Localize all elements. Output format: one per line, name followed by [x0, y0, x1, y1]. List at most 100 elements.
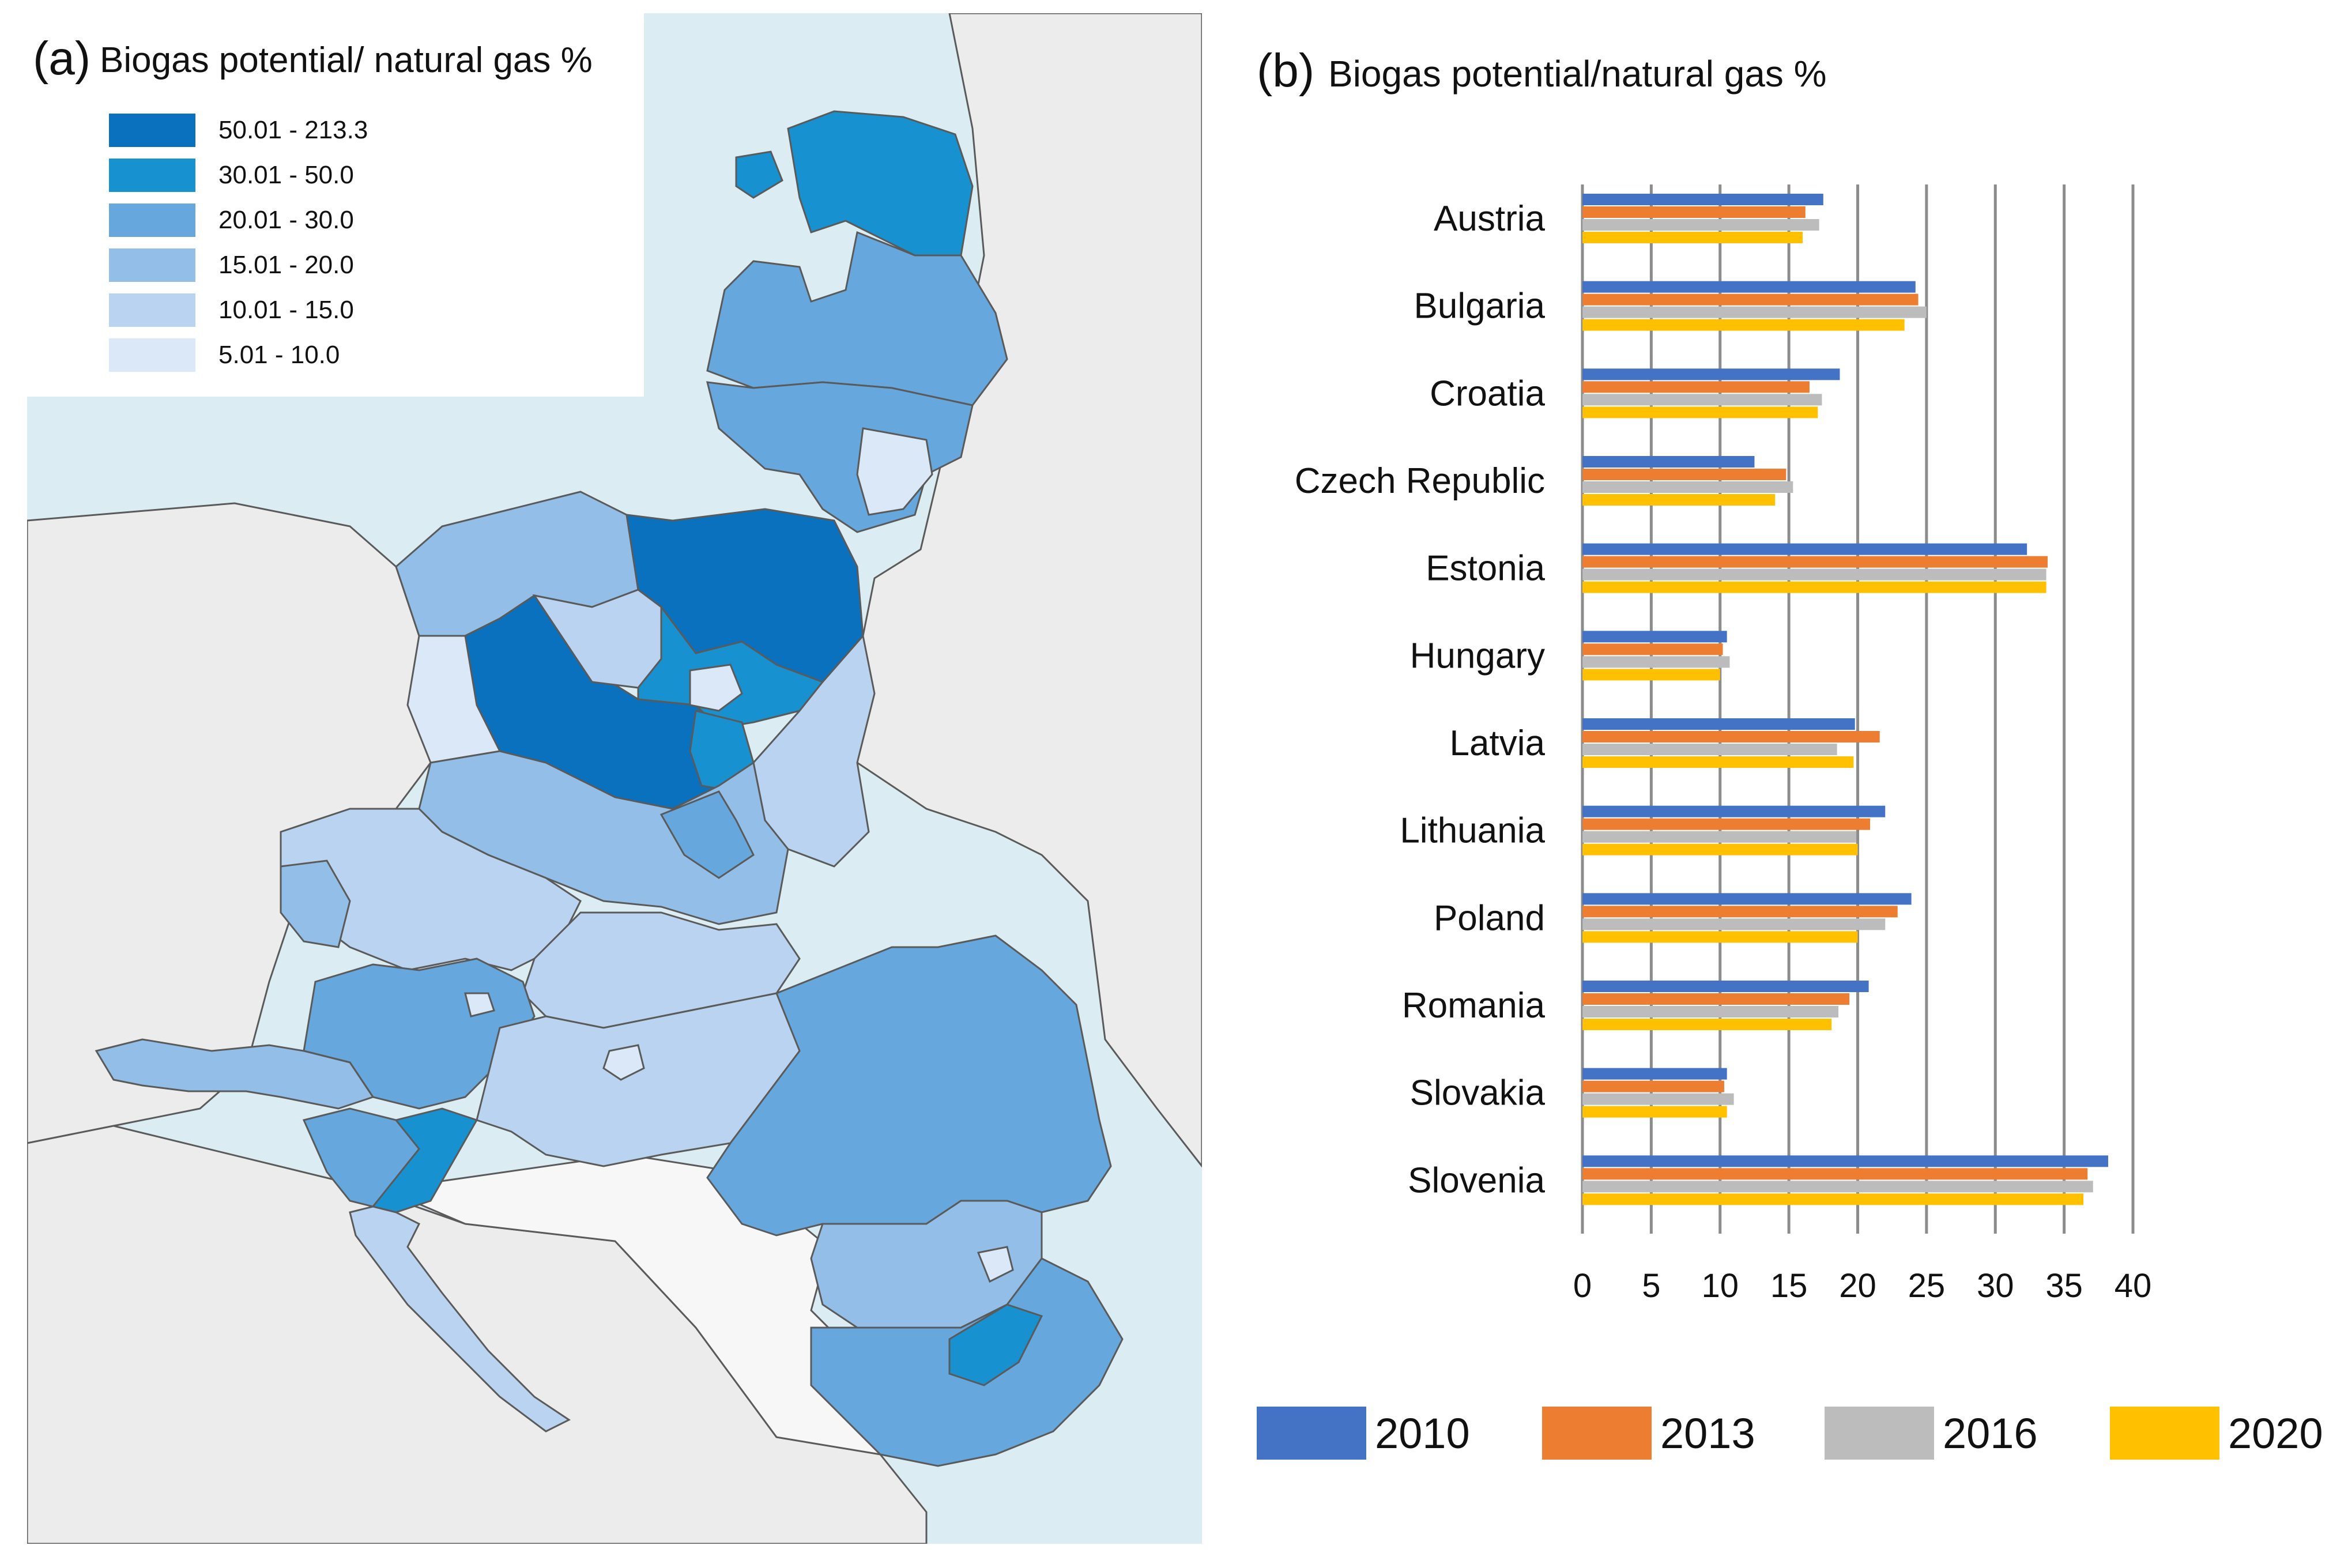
- legend-label: 30.01 - 50.0: [218, 161, 354, 189]
- bar: [1582, 394, 1822, 406]
- legend-swatch: [1825, 1407, 1934, 1460]
- category-label: Austria: [1434, 199, 1545, 239]
- bar: [1582, 581, 2046, 593]
- category-label: Lithuania: [1400, 811, 1545, 851]
- bar-chart: (b) Biogas potential/natural gas % Austr…: [1257, 44, 2323, 1460]
- bar: [1582, 456, 1755, 468]
- x-tick-label: 0: [1573, 1267, 1592, 1305]
- x-tick-label: 30: [1977, 1267, 2014, 1305]
- bar: [1582, 1168, 2088, 1180]
- bar: [1582, 669, 1720, 681]
- legend-swatch: [2110, 1407, 2219, 1460]
- legend-label: 10.01 - 15.0: [218, 296, 354, 324]
- map-legend: (a) Biogas potential/ natural gas % 50.0…: [27, 13, 644, 397]
- x-tick-label: 40: [2115, 1267, 2152, 1305]
- map-lithuania-east: [856, 427, 933, 516]
- map-panel-title: Biogas potential/ natural gas %: [100, 40, 593, 80]
- category-label: Croatia: [1430, 374, 1545, 413]
- bar: [1582, 481, 1793, 493]
- bar: [1582, 1155, 2109, 1167]
- bar: [1582, 381, 1810, 393]
- bar: [1582, 368, 1840, 380]
- map-poland-east: [752, 634, 876, 868]
- bar: [1582, 831, 1857, 843]
- bar: [1582, 756, 1854, 768]
- bar: [1582, 1006, 1839, 1017]
- bar: [1582, 232, 1803, 243]
- chart-category-labels: Austria Bulgaria Croatia Czech Republic Esto…: [1295, 199, 1546, 1200]
- legend-swatch: [109, 114, 195, 147]
- bar: [1582, 993, 1850, 1005]
- category-label: Hungary: [1410, 636, 1545, 676]
- category-label: Poland: [1434, 898, 1545, 938]
- legend-label: 2010: [1375, 1409, 1470, 1457]
- legend-swatch: [109, 203, 195, 237]
- bar: [1582, 1019, 1832, 1030]
- chart-panel-letter: (b): [1257, 44, 1314, 97]
- chart-bars: [1582, 194, 2109, 1205]
- legend-swatch: [109, 293, 195, 327]
- legend-label: 15.01 - 20.0: [218, 251, 354, 279]
- map-poland-warsaw: [689, 664, 743, 712]
- chart-title: Biogas potential/natural gas %: [1328, 53, 1827, 95]
- chart-grid: [1581, 184, 2135, 1234]
- map-romania-pale: [977, 1246, 1014, 1283]
- legend-label: 20.01 - 30.0: [218, 206, 354, 234]
- map-slovenia-east: [371, 1107, 478, 1213]
- bar: [1582, 893, 1912, 905]
- legend-swatch: [1257, 1407, 1366, 1460]
- chart-legend: 2010 2013 2016 2020: [1257, 1407, 2323, 1460]
- legend-label: 2013: [1660, 1409, 1755, 1457]
- legend-swatch: [109, 338, 195, 372]
- bar: [1582, 219, 1819, 231]
- map-panel: (a) Biogas potential/ natural gas % 50.0…: [27, 13, 1202, 1544]
- map-poland-southeast: [659, 790, 755, 879]
- bar: [1582, 744, 1837, 755]
- bar: [1582, 306, 1927, 318]
- legend-label: 5.01 - 10.0: [218, 341, 340, 369]
- bar: [1582, 931, 1858, 943]
- map-hungary-budapest: [602, 1044, 645, 1081]
- bar: [1582, 981, 1869, 992]
- bar: [1582, 656, 1730, 668]
- category-label: Estonia: [1426, 549, 1545, 589]
- map-romania-bucharest-region: [948, 1303, 1043, 1386]
- legend-label: 50.01 - 213.3: [218, 116, 368, 144]
- x-tick-label: 10: [1701, 1267, 1739, 1305]
- bar: [1582, 1193, 2084, 1205]
- bar: [1582, 543, 2027, 555]
- bar: [1582, 293, 1919, 306]
- bar: [1582, 319, 1905, 331]
- bar: [1582, 1080, 1724, 1092]
- x-tick-label: 35: [2045, 1267, 2083, 1305]
- bar: [1582, 631, 1727, 643]
- bar: [1582, 818, 1870, 830]
- x-tick-label: 5: [1642, 1267, 1660, 1305]
- bar: [1582, 1106, 1727, 1118]
- legend-swatch: [109, 248, 195, 282]
- bar: [1582, 731, 1880, 742]
- bar: [1582, 1068, 1727, 1080]
- category-label: Slovenia: [1408, 1160, 1545, 1200]
- x-tick-label: 15: [1770, 1267, 1808, 1305]
- bar: [1582, 918, 1886, 930]
- category-label: Romania: [1402, 986, 1546, 1026]
- map-austria-vienna: [464, 992, 495, 1017]
- legend-label: 2016: [1943, 1409, 2038, 1457]
- bar: [1582, 194, 1823, 205]
- bar: [1582, 1181, 2093, 1193]
- category-label: Bulgaria: [1414, 287, 1546, 326]
- category-label: Czech Republic: [1295, 461, 1545, 501]
- category-label: Latvia: [1450, 723, 1546, 763]
- map-croatia: [349, 1205, 571, 1433]
- legend-label: 2020: [2228, 1409, 2323, 1457]
- map-austria-west: [95, 1038, 375, 1110]
- bar: [1582, 1093, 1734, 1105]
- map-czech-west: [280, 860, 351, 948]
- map-estonia-islands: [735, 150, 783, 199]
- bar: [1582, 906, 1898, 918]
- bar: [1582, 805, 1886, 817]
- bar: [1582, 556, 2048, 568]
- legend-swatch: [109, 159, 195, 192]
- x-tick-label: 20: [1839, 1267, 1876, 1305]
